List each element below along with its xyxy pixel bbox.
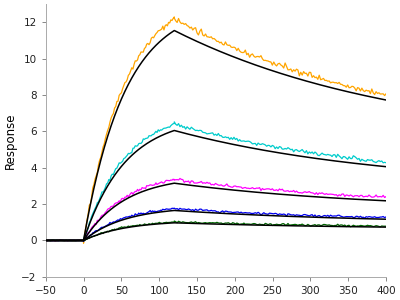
Y-axis label: Response: Response: [4, 112, 17, 169]
